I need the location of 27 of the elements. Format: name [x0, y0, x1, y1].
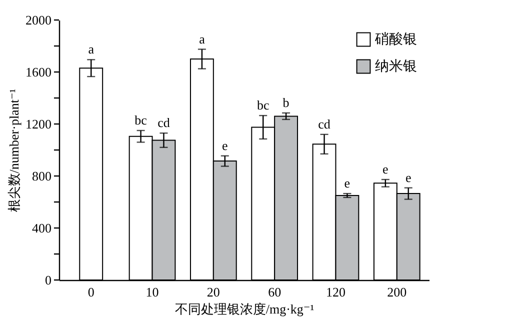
- data-label: e: [405, 170, 412, 185]
- data-label: a: [88, 42, 94, 57]
- data-label: cd: [318, 116, 331, 132]
- y-tick-label: 1200: [26, 116, 52, 132]
- y-tick-label: 1600: [26, 64, 52, 80]
- x-tick-label: 10: [146, 284, 159, 300]
- y-tick-label: 400: [32, 220, 52, 236]
- x-tick-label: 120: [326, 284, 346, 300]
- x-tick-label: 0: [88, 284, 94, 300]
- y-axis-title: 根尖数/number·plant⁻¹: [6, 88, 22, 212]
- data-label: a: [199, 31, 206, 46]
- x-tick-label: 200: [387, 284, 407, 300]
- y-tick-label: 2000: [26, 12, 52, 28]
- y-tick-label: 0: [45, 272, 52, 288]
- x-tick-label: 60: [268, 284, 282, 300]
- data-label: bc: [256, 98, 270, 113]
- legend-label: 硝酸银: [374, 32, 417, 48]
- data-label: e: [222, 138, 228, 153]
- y-tick-label: 800: [32, 168, 52, 184]
- data-label: bc: [134, 112, 148, 128]
- data-label: e: [344, 176, 350, 191]
- x-axis-title: 不同处理银浓度/mg·kg⁻¹: [174, 302, 314, 316]
- legend-label: 纳米银: [375, 58, 417, 74]
- data-label: b: [282, 94, 290, 110]
- data-label: e: [382, 162, 389, 177]
- data-label: cd: [158, 115, 170, 130]
- x-tick-label: 20: [206, 284, 220, 300]
